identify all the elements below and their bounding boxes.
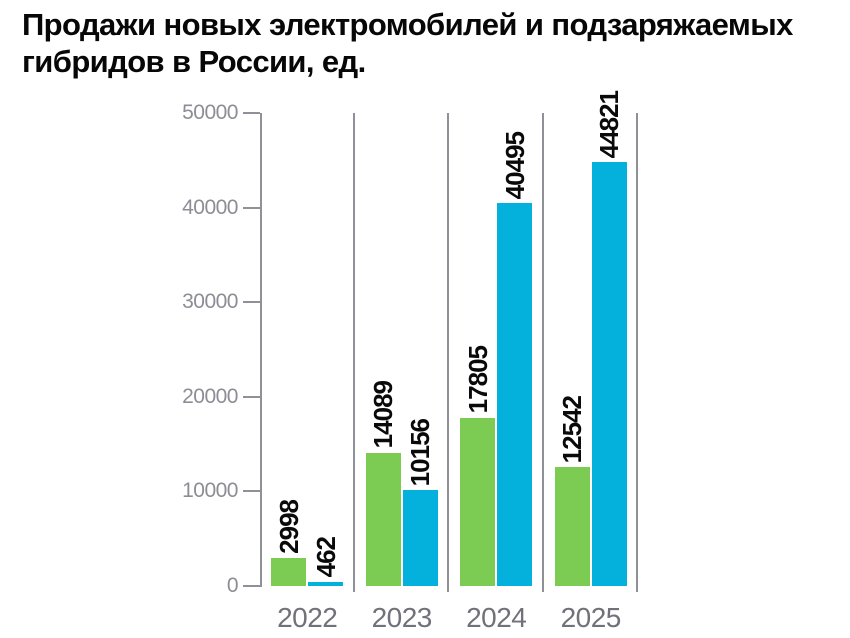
bar-value-label: 14089: [368, 381, 399, 449]
x-axis-label-2022: 2022: [277, 602, 338, 633]
y-axis-tick: [243, 206, 260, 209]
y-axis-tick-label: 30000: [182, 290, 238, 314]
group-divider-line: [447, 113, 449, 592]
bar-value-label: 44821: [594, 90, 625, 158]
y-axis-tick: [243, 301, 260, 304]
plot-area: 0 10000 20000 30000 40000 50000 2998 462 2022 140…: [182, 91, 638, 633]
bar-2022-green: [271, 557, 307, 586]
y-axis-tick: [243, 585, 260, 587]
y-axis-tick-label: 50000: [182, 101, 238, 124]
bar-value-label: 2998: [273, 499, 304, 554]
bar-2025-green: [554, 467, 590, 586]
y-axis-tick: [243, 395, 260, 398]
bar-value-label: 12542: [557, 396, 588, 464]
group-divider-line: [352, 113, 355, 592]
bar-2023-blue: [402, 489, 438, 586]
bar-2025-blue: [591, 162, 627, 586]
group-divider-line: [541, 113, 544, 592]
y-axis-tick-label: 40000: [182, 195, 238, 219]
bar-value-label: 40495: [499, 131, 530, 199]
group-divider-line: [636, 113, 638, 592]
y-axis-line: [260, 113, 262, 587]
bar-value-label: 10156: [405, 418, 436, 486]
y-axis-tick-label: 0: [226, 574, 239, 597]
bar-2022-blue: [308, 581, 344, 586]
chart-title: Продажи новых электромобилей и подзаряжа…: [22, 6, 793, 80]
y-axis-tick: [243, 112, 260, 114]
y-axis-tick: [243, 490, 260, 493]
y-axis-tick-label: 20000: [182, 384, 238, 408]
y-axis-tick-label: 10000: [182, 479, 238, 503]
bar-value-label: 17805: [462, 346, 493, 414]
bar-2024-blue: [497, 202, 533, 586]
chart-title-line-2: гибридов в России, ед.: [22, 44, 366, 79]
chart-title-line-1: Продажи новых электромобилей и подзаряжа…: [22, 7, 793, 42]
x-axis-label-2023: 2023: [371, 602, 433, 633]
x-axis-label-2024: 2024: [466, 602, 527, 633]
bar-2024-green: [460, 417, 496, 586]
bar-2023-green: [365, 452, 401, 586]
x-axis-label-2025: 2025: [560, 602, 622, 633]
bar-value-label: 462: [310, 537, 341, 578]
